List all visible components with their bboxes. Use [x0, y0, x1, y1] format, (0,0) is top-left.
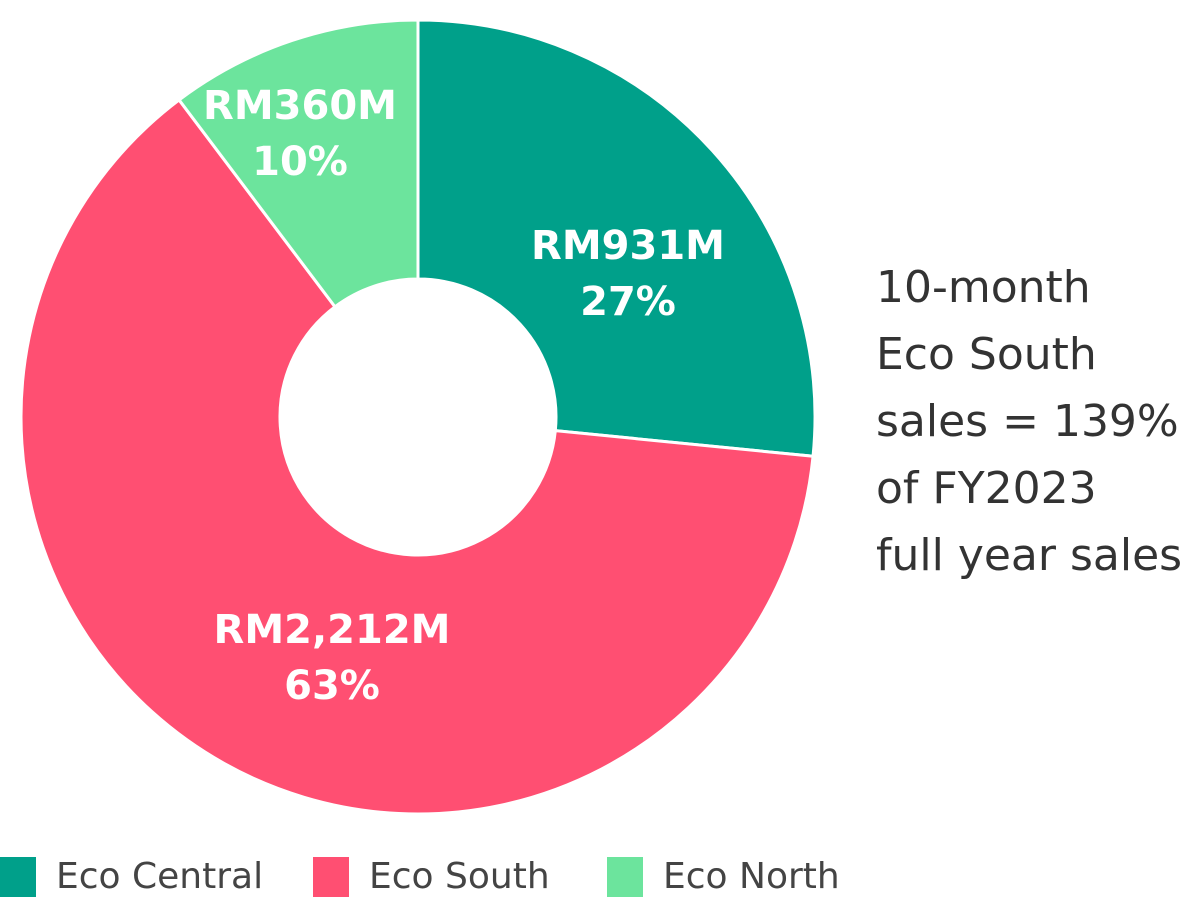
annotation: full year sales [876, 530, 1182, 581]
percentage-label: 10% [252, 139, 348, 185]
value-label: RM360M [203, 83, 397, 129]
annotation: sales = 139% [876, 396, 1179, 447]
slice [416, 18, 817, 458]
value-label: RM2,212M [214, 607, 451, 653]
legend-label: Eco South [369, 856, 550, 897]
legend-swatch [607, 857, 643, 897]
legend-swatch [313, 857, 349, 897]
annotation: of FY2023 [876, 463, 1097, 514]
legend-label: Eco Central [56, 856, 263, 897]
slice [176, 18, 420, 309]
annotation: Eco South [876, 329, 1097, 380]
slice [19, 97, 815, 816]
annotation: 10-month [876, 262, 1091, 313]
legend-swatch [0, 857, 36, 897]
value-label: RM931M [531, 223, 725, 269]
percentage-label: 27% [580, 279, 676, 325]
percentage-label: 63% [284, 663, 380, 709]
legend-label: Eco North [663, 856, 840, 897]
